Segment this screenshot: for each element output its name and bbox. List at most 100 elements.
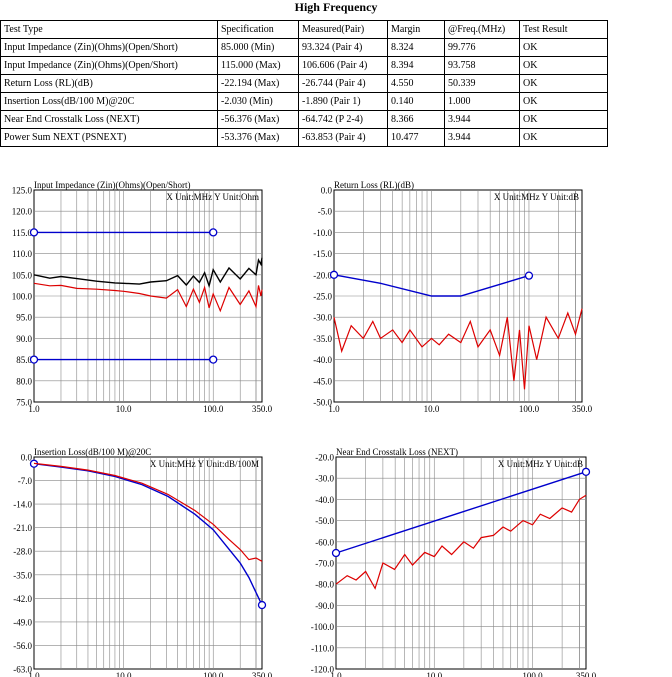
y-tick-label: -90.0 [315, 601, 334, 611]
header-test-type: Test Type [0, 20, 218, 39]
x-tick-label: 10.0 [426, 671, 442, 677]
limit-marker [524, 271, 534, 280]
y-tick-label: 90.0 [16, 334, 32, 344]
table-cell: Power Sum NEXT (PSNEXT) [0, 128, 218, 147]
y-tick-label: -49.0 [13, 617, 32, 627]
y-tick-label: -50.0 [313, 398, 332, 408]
y-tick-label: -20.0 [315, 453, 334, 463]
plot-area [33, 456, 263, 670]
x-tick-label: 350.0 [252, 404, 273, 414]
table-cell: Input Impedance (Zin)(Ohms)(Open/Short) [0, 38, 218, 57]
x-tick-label: 350.0 [252, 671, 273, 677]
table-cell: Input Impedance (Zin)(Ohms)(Open/Short) [0, 56, 218, 75]
header-specification: Specification [217, 20, 299, 39]
axis-units-label: X Unit:MHz Y Unit:dB [494, 192, 579, 202]
x-tick-label: 350.0 [572, 404, 593, 414]
table-cell: 106.606 (Pair 4) [298, 56, 388, 75]
table-cell: OK [519, 128, 608, 147]
limit-marker [29, 228, 39, 237]
series-line [333, 274, 530, 297]
table-cell: 8.366 [387, 110, 445, 129]
y-tick-label: 100.0 [12, 292, 33, 302]
y-tick-label: -20.0 [313, 270, 332, 280]
next-chart: -20.0 -30.0 -40.0 -50.0 -60.0 -70.0 -80.0 -90.0… [311, 447, 597, 677]
x-tick-label: 1.0 [28, 404, 40, 414]
table-cell: OK [519, 38, 608, 57]
table-cell: 85.000 (Min) [217, 38, 299, 57]
series-line [33, 462, 263, 562]
y-tick-label: -7.0 [18, 476, 33, 486]
table-cell: 8.394 [387, 56, 445, 75]
table-cell: 93.758 [444, 56, 520, 75]
y-tick-label: -10.0 [313, 228, 332, 238]
page-title: High Frequency [294, 0, 378, 14]
table-cell: 3.944 [444, 128, 520, 147]
table-cell: OK [519, 74, 608, 93]
x-tick-label: 10.0 [424, 404, 440, 414]
header-test-result: Test Result [519, 20, 608, 39]
limit-marker [209, 355, 218, 364]
table-cell: 0.140 [387, 92, 445, 111]
x-tick-label: 1.0 [328, 404, 340, 414]
x-tick-label: 1.0 [330, 671, 342, 677]
y-tick-label: -40.0 [313, 355, 332, 365]
limit-marker [257, 600, 267, 610]
limit-marker [29, 355, 39, 364]
series-line [333, 308, 583, 390]
x-tick-label: 1.0 [28, 671, 40, 677]
y-tick-label: -120.0 [311, 665, 335, 675]
table-cell: 8.324 [387, 38, 445, 57]
y-tick-label: -5.0 [318, 207, 333, 217]
x-tick-label: 10.0 [116, 671, 132, 677]
y-tick-label: -50.0 [315, 516, 334, 526]
y-tick-label: -40.0 [315, 495, 334, 505]
x-tick-label: 100.0 [522, 671, 543, 677]
x-tick-label: 100.0 [203, 404, 224, 414]
y-tick-label: -14.0 [13, 500, 32, 510]
y-tick-label: 0.0 [321, 186, 333, 196]
table-row: Insertion Loss(dB/100 M)@20C -2.030 (Min… [0, 92, 608, 111]
table-header-row: Test Type Specification Measured(Pair) M… [0, 20, 608, 39]
table-cell: -63.853 (Pair 4) [298, 128, 388, 147]
table-row: Return Loss (RL)(dB) -22.194 (Max) -26.7… [0, 74, 608, 93]
table-cell: Insertion Loss(dB/100 M)@20C [0, 92, 218, 111]
table-cell: OK [519, 110, 608, 129]
chart-title: Return Loss (RL)(dB) [334, 180, 414, 190]
table-row: Near End Crosstalk Loss (NEXT) -56.376 (… [0, 110, 608, 129]
table-cell: OK [519, 56, 608, 75]
table-cell: -26.744 (Pair 4) [298, 74, 388, 93]
return-loss-chart: 0.0 -5.0 -10.0 -15.0 -20.0 -25.0 -30.0 -35.0 -40… [313, 180, 593, 414]
limit-marker [331, 548, 341, 558]
y-tick-label: -80.0 [315, 580, 334, 590]
x-tick-label: 10.0 [116, 404, 132, 414]
limit-marker [329, 270, 339, 279]
y-tick-label: 105.0 [12, 270, 33, 280]
y-tick-label: -70.0 [315, 559, 334, 569]
x-tick-label: 100.0 [203, 671, 224, 677]
results-table: Test Type Specification Measured(Pair) M… [0, 20, 608, 147]
chart-title: Near End Crosstalk Loss (NEXT) [336, 447, 458, 457]
y-tick-label: 85.0 [16, 355, 32, 365]
axis-units-label: X Unit:MHz Y Unit:dB [498, 459, 583, 469]
series-line [33, 463, 263, 606]
axis-units-label: X Unit:MHz Y Unit:dB/100M [150, 459, 259, 469]
y-tick-label: -63.0 [13, 665, 32, 675]
y-tick-label: -42.0 [13, 594, 32, 604]
table-row: Input Impedance (Zin)(Ohms)(Open/Short) … [0, 38, 608, 57]
table-cell: -1.890 (Pair 1) [298, 92, 388, 111]
y-tick-label: -25.0 [313, 292, 332, 302]
y-tick-label: -60.0 [315, 537, 334, 547]
table-cell: 50.339 [444, 74, 520, 93]
y-tick-label: 125.0 [12, 186, 33, 196]
table-cell: -2.030 (Min) [217, 92, 299, 111]
x-tick-label: 100.0 [519, 404, 540, 414]
y-tick-label: 80.0 [16, 376, 32, 386]
y-tick-label: -21.0 [13, 523, 32, 533]
y-tick-label: -56.0 [13, 641, 32, 651]
header-frequency: @Freq.(MHz) [444, 20, 520, 39]
y-tick-label: -35.0 [13, 570, 32, 580]
table-cell: -64.742 (P 2-4) [298, 110, 388, 129]
table-cell: 93.324 (Pair 4) [298, 38, 388, 57]
table-cell: -22.194 (Max) [217, 74, 299, 93]
y-tick-label: -30.0 [313, 313, 332, 323]
